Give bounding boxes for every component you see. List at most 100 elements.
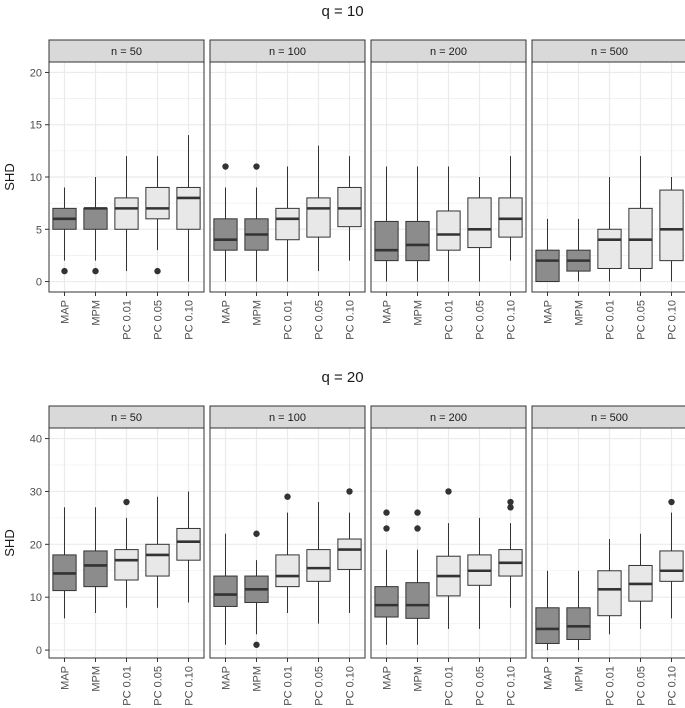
outlier-point xyxy=(507,504,514,511)
y-tick-label: 20 xyxy=(30,539,42,551)
y-axis-label: SHD xyxy=(2,529,17,556)
box xyxy=(597,570,622,617)
y-tick-label: 30 xyxy=(30,486,42,498)
facet-panel: n = 50 MAP MPM PC 0.01 PC 0.05 PC 0.10 xyxy=(48,405,205,706)
boxplot-mpm xyxy=(405,166,430,282)
boxplot-pc-0-01 xyxy=(275,166,300,282)
x-tick-label: PC 0.10 xyxy=(667,666,679,706)
x-tick-label: PC 0.05 xyxy=(314,666,326,706)
outlier-point xyxy=(154,267,161,275)
boxplot-map xyxy=(535,570,560,651)
box xyxy=(498,197,523,238)
boxplot-pc-0-10 xyxy=(498,498,523,608)
y-tick-label: 5 xyxy=(36,224,42,236)
box xyxy=(374,586,399,618)
x-tick-label: PC 0.01 xyxy=(605,300,617,340)
boxplot-pc-0-10 xyxy=(659,498,684,619)
box xyxy=(176,186,201,230)
y-tick-label: 10 xyxy=(30,592,42,604)
boxplot-pc-0-05 xyxy=(306,145,331,272)
box xyxy=(145,186,170,220)
box xyxy=(597,228,622,269)
x-tick-label: MAP xyxy=(221,300,233,324)
facet-strip-label: n = 100 xyxy=(269,412,306,424)
boxplot-pc-0-05 xyxy=(628,533,653,629)
x-tick-label: MAP xyxy=(543,300,555,324)
box xyxy=(275,554,300,588)
x-tick-label: MPM xyxy=(574,666,586,692)
outlier-point xyxy=(668,498,675,506)
chart-title: q = 10 xyxy=(321,3,363,20)
boxplot-map xyxy=(213,163,238,282)
x-tick-label: PC 0.01 xyxy=(444,300,456,340)
box xyxy=(114,197,139,230)
x-tick-label: PC 0.10 xyxy=(345,666,357,706)
box xyxy=(83,207,108,230)
box xyxy=(628,207,653,269)
facet-panel: n = 500 MAP MPM PC 0.01 PC 0.05 PC 0.10 xyxy=(531,405,685,706)
boxplot-map xyxy=(535,218,560,283)
outlier-point xyxy=(92,267,99,275)
x-tick-label: PC 0.05 xyxy=(314,300,326,340)
box xyxy=(176,527,201,561)
box xyxy=(535,607,560,644)
boxplot-pc-0-05 xyxy=(628,156,653,282)
outlier-point xyxy=(253,641,260,648)
x-tick-label: PC 0.10 xyxy=(345,300,357,340)
facet-strip-label: n = 200 xyxy=(430,412,467,424)
x-tick-label: PC 0.05 xyxy=(636,300,648,340)
facet-panel: n = 200 MAP MPM PC 0.01 PC 0.05 PC 0.10 xyxy=(370,405,527,706)
outlier-point xyxy=(414,525,421,532)
boxplot-pc-0-10 xyxy=(659,177,684,282)
box xyxy=(436,210,461,251)
x-tick-label: PC 0.05 xyxy=(475,666,487,706)
boxplot-mpm xyxy=(566,218,591,282)
boxplot-mpm xyxy=(244,530,269,648)
box xyxy=(467,197,492,249)
x-tick-label: MAP xyxy=(543,666,555,690)
box xyxy=(405,220,430,262)
y-tick-label: 15 xyxy=(30,120,42,132)
boxplot-mpm xyxy=(566,570,591,651)
boxplot-pc-0-05 xyxy=(145,496,170,608)
box xyxy=(213,218,238,251)
boxplot-pc-0-10 xyxy=(337,156,362,261)
boxplot-pc-0-10 xyxy=(498,156,523,261)
x-tick-label: PC 0.05 xyxy=(153,666,165,706)
boxplot-pc-0-05 xyxy=(467,177,492,282)
box xyxy=(566,607,591,640)
y-axis-label: SHD xyxy=(2,163,17,190)
outlier-point xyxy=(445,488,452,495)
boxplot-mpm xyxy=(405,509,430,645)
outlier-point xyxy=(507,498,514,506)
x-tick-label: PC 0.01 xyxy=(444,666,456,706)
facet-strip-label: n = 100 xyxy=(269,46,306,58)
x-tick-label: PC 0.10 xyxy=(506,300,518,340)
x-tick-label: MPM xyxy=(413,666,425,692)
boxplot-pc-0-01 xyxy=(114,498,139,608)
box xyxy=(374,220,399,262)
boxplot-pc-0-01 xyxy=(275,493,300,614)
boxplot-mpm xyxy=(83,177,108,275)
box xyxy=(114,549,139,581)
boxplot-mpm xyxy=(83,507,108,614)
facet-panel: n = 100 MAP MPM PC 0.01 PC 0.05 PC 0.10 xyxy=(209,39,366,340)
chart-q20: q = 20 SHD 0 10 20 30 40 n = 50 MAP MPM PC 0.01 PC … xyxy=(2,369,685,706)
chart-title: q = 20 xyxy=(321,369,363,386)
facet-panel: n = 200 MAP MPM PC 0.01 PC 0.05 PC 0.10 xyxy=(370,39,527,340)
box xyxy=(145,543,170,577)
x-tick-label: PC 0.10 xyxy=(184,300,196,340)
x-tick-label: PC 0.01 xyxy=(122,300,134,340)
box xyxy=(337,186,362,228)
boxplot-map xyxy=(374,166,399,282)
box xyxy=(337,538,362,570)
boxplot-pc-0-01 xyxy=(597,177,622,282)
boxplot-pc-0-01 xyxy=(436,488,461,629)
boxplot-pc-0-01 xyxy=(114,156,139,272)
facet-strip-label: n = 500 xyxy=(591,46,628,58)
boxplot-pc-0-10 xyxy=(176,491,201,603)
outlier-point xyxy=(123,498,130,506)
facet-strip-label: n = 50 xyxy=(111,412,142,424)
outlier-point xyxy=(346,488,353,495)
